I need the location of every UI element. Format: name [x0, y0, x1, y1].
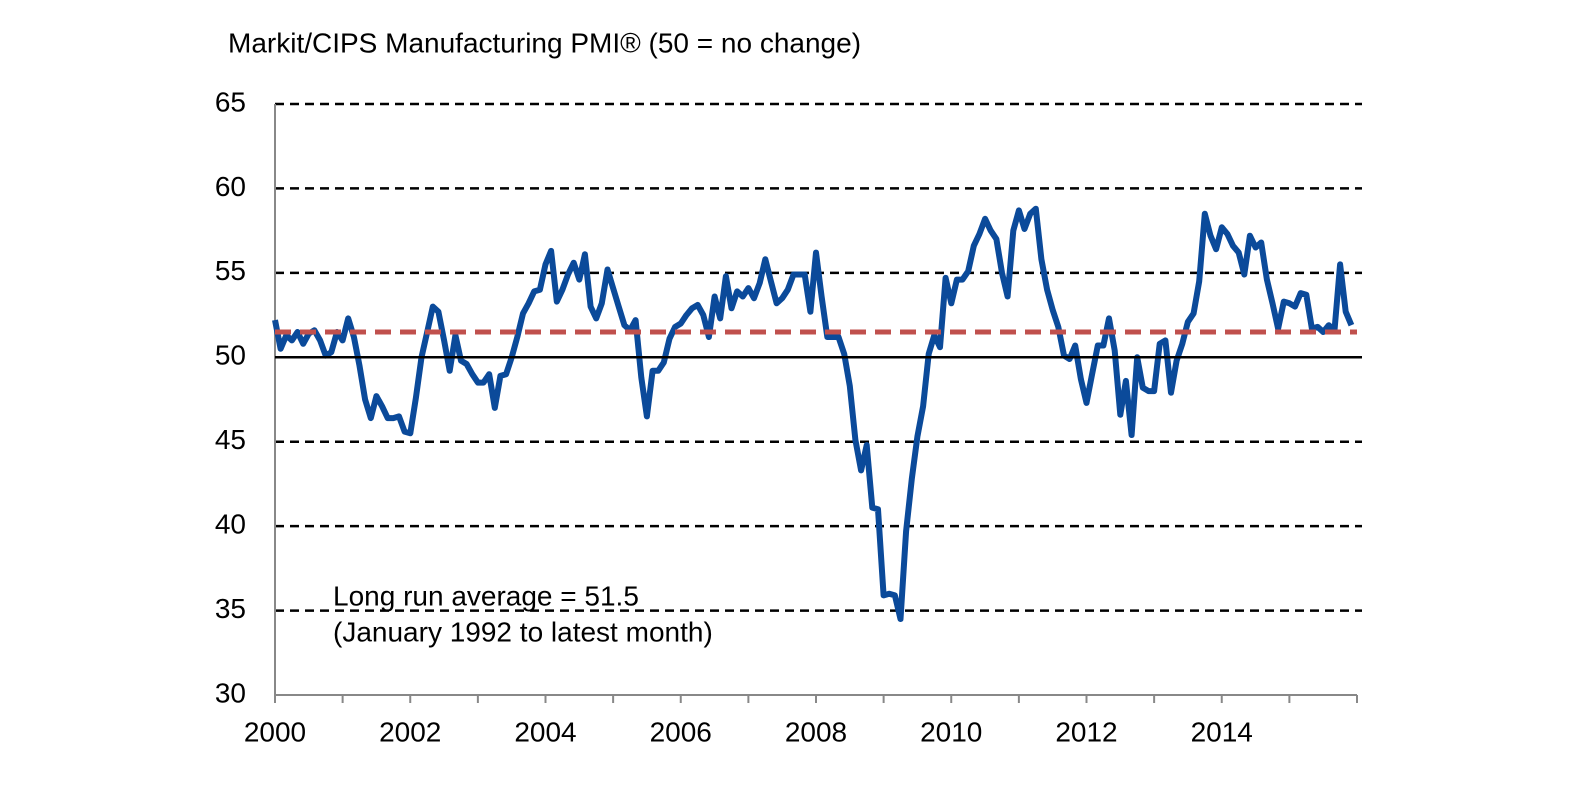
- annotation: Long run average = 51.5: [333, 580, 639, 611]
- x-tick-label: 2004: [514, 716, 576, 747]
- y-tick-label: 35: [215, 593, 246, 624]
- x-tick-label: 2010: [920, 716, 982, 747]
- y-tick-label: 50: [215, 340, 246, 371]
- y-tick-label: 40: [215, 509, 246, 540]
- x-tick-label: 2006: [650, 716, 712, 747]
- x-tick-label: 2008: [785, 716, 847, 747]
- y-tick-label: 60: [215, 171, 246, 202]
- data-line: [272, 205, 1355, 622]
- y-tick-label: 30: [215, 677, 246, 708]
- x-tick-label: 2002: [379, 716, 441, 747]
- chart-title: Markit/CIPS Manufacturing PMI® (50 = no …: [228, 27, 861, 58]
- plot-area: 30 35 40 45 50 55 60 65 2000 2002 2004 2006 2008 2010…: [215, 86, 1362, 747]
- y-tick-label: 45: [215, 424, 246, 455]
- x-tick-label: 2000: [244, 716, 306, 747]
- x-tick-label: 2014: [1191, 716, 1253, 747]
- annotation: (January 1992 to latest month): [333, 616, 713, 647]
- y-tick-label: 65: [215, 86, 246, 117]
- x-tick-label: 2012: [1055, 716, 1117, 747]
- y-tick-label: 55: [215, 255, 246, 286]
